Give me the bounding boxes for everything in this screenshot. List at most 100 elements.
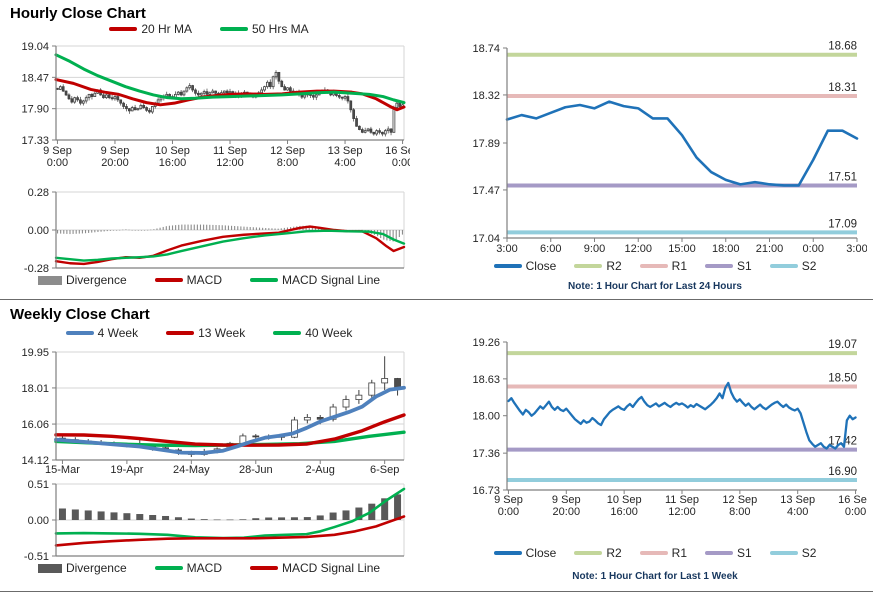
legend-item-macd: MACD — [154, 561, 222, 575]
x-tick-label: 9 Sep — [552, 494, 581, 506]
x-tick-label: 10 Sep — [607, 494, 642, 506]
50-hrs-ma-line — [54, 53, 406, 105]
x-tick-label: 16 Sep — [838, 494, 867, 506]
macd-swatch — [154, 278, 183, 282]
hourly-pivot-svg: 18.68 18.31 17.51 17.09 18.74 18.32 17.89 17.47… — [472, 41, 867, 255]
x-tick-label: 12 Sep — [270, 145, 305, 157]
x-tick-label: 19-Apr — [110, 464, 143, 476]
x-tick-label: 0:00 — [47, 157, 68, 169]
legend-label: 40 Week — [305, 326, 353, 340]
legend-item-macd-signal-line: MACD Signal Line — [250, 561, 380, 575]
s2-swatch — [769, 264, 798, 268]
50-hrs-ma-swatch — [220, 27, 248, 31]
x-tick-label: 20:00 — [101, 157, 129, 169]
y-tick-label: 18.74 — [472, 43, 500, 55]
section-divider — [0, 299, 873, 300]
13-week-swatch — [166, 331, 195, 335]
hourly-pivot-close-line — [505, 100, 859, 187]
hourly-macd-chart: 0.28 0.00 -0.28 — [8, 186, 410, 279]
legend-label: Close — [525, 546, 557, 560]
pivot-label-r2: 19.07 — [828, 339, 857, 351]
x-tick-label: 12:00 — [624, 243, 652, 255]
x-tick-label: 9 Sep — [101, 145, 130, 157]
weekly-pivot-chart: 19.07 18.50 17.42 16.90 19.26 18.63 18.00 17.36… — [443, 334, 873, 527]
hourly-price-legend: 20 Hr MA 50 Hrs MA — [8, 22, 410, 36]
x-tick-label: 15-Mar — [45, 464, 80, 476]
y-tick-label: 18.32 — [472, 90, 500, 102]
legend-item-r1: R1 — [639, 546, 687, 560]
x-tick-label: 13 Sep — [328, 145, 363, 157]
legend-item-macd-signal-line: MACD Signal Line — [250, 273, 380, 287]
x-tick-label: 11 Sep — [665, 494, 699, 506]
legend-item-close: Close — [493, 546, 557, 560]
x-tick-label: 3:00 — [496, 243, 517, 255]
legend-item-close: Close — [493, 259, 557, 273]
pivot-label-s2: 16.90 — [828, 466, 857, 478]
legend-label: S2 — [801, 259, 817, 273]
hourly-pivot-note: Note: 1 Hour Chart for Last 24 Hours — [568, 281, 742, 292]
x-tick-label: 16:00 — [610, 506, 638, 518]
r2-swatch — [574, 264, 603, 268]
y-tick-label: 0.00 — [28, 225, 49, 237]
x-tick-label: 9 Sep — [43, 145, 72, 157]
pivot-label-s2: 17.09 — [828, 218, 857, 230]
r1-swatch — [639, 551, 668, 555]
weekly-macd-chart: 0.51 0.00 -0.51 — [8, 478, 410, 567]
x-tick-label: 0:00 — [803, 243, 824, 255]
x-tick-label: 24-May — [173, 464, 210, 476]
legend-item-divergence: Divergence — [37, 561, 127, 575]
legend-label: S1 — [737, 259, 752, 273]
x-tick-label: 6-Sep — [370, 464, 399, 476]
hourly-macd-svg: 0.28 0.00 -0.28 — [24, 187, 406, 275]
r2-swatch — [574, 551, 603, 555]
y-tick-label: 0.00 — [28, 515, 49, 527]
legend-label: 13 Week — [198, 326, 246, 340]
x-tick-label: 8:00 — [729, 506, 750, 518]
hourly-macd-legend: Divergence MACD MACD Signal Line — [8, 273, 410, 287]
x-tick-label: 18:00 — [712, 243, 740, 255]
y-tick-label: 17.90 — [21, 104, 49, 116]
4-week-swatch — [65, 331, 94, 335]
divergence-swatch — [37, 563, 62, 573]
legend-label: R2 — [606, 546, 622, 560]
x-tick-label: 28-Jun — [239, 464, 273, 476]
y-tick-label: 16.73 — [472, 485, 500, 497]
y-tick-label: 19.95 — [21, 347, 49, 359]
x-tick-label: 3:00 — [846, 243, 867, 255]
x-tick-label: 13 Sep — [780, 494, 815, 506]
y-tick-label: 17.04 — [472, 233, 500, 245]
legend-label: MACD Signal Line — [282, 273, 381, 287]
legend-label: 50 Hrs MA — [252, 22, 309, 36]
x-tick-label: 16:00 — [159, 157, 187, 169]
s2-swatch — [769, 551, 798, 555]
macd-signal-line-line — [54, 515, 406, 547]
legend-item-macd: MACD — [154, 273, 222, 287]
weekly-price-legend: 4 Week 13 Week 40 Week — [8, 326, 410, 340]
x-tick-label: 20:00 — [553, 506, 581, 518]
y-tick-label: 0.51 — [28, 479, 49, 491]
page-bottom-rule — [0, 591, 873, 592]
legend-label: 20 Hr MA — [141, 22, 192, 36]
legend-item-13-week: 13 Week — [166, 326, 245, 340]
legend-label: MACD Signal Line — [282, 561, 381, 575]
legend-label: Close — [525, 259, 557, 273]
legend-item-s1: S1 — [705, 546, 752, 560]
macd-signal-line-swatch — [250, 566, 278, 570]
y-tick-label: 17.33 — [21, 135, 49, 147]
x-tick-label: 0:00 — [498, 506, 519, 518]
macd-signal-line-line — [54, 229, 406, 262]
weekly-pivot-svg: 19.07 18.50 17.42 16.90 19.26 18.63 18.00 17.36… — [472, 337, 873, 518]
macd-line — [54, 487, 406, 540]
pivot-label-r2: 18.68 — [828, 41, 857, 53]
y-tick-label: 17.36 — [472, 448, 500, 460]
y-tick-label: 17.47 — [472, 185, 500, 197]
pivot-label-r1: 18.50 — [828, 372, 857, 384]
pivot-label-s1: 17.42 — [828, 436, 857, 448]
y-tick-label: 17.89 — [472, 138, 500, 150]
weekly-macd-legend: Divergence MACD MACD Signal Line — [8, 561, 410, 575]
legend-label: R1 — [671, 259, 687, 273]
legend-item-40-week: 40 Week — [273, 326, 352, 340]
x-tick-label: 9:00 — [584, 243, 605, 255]
